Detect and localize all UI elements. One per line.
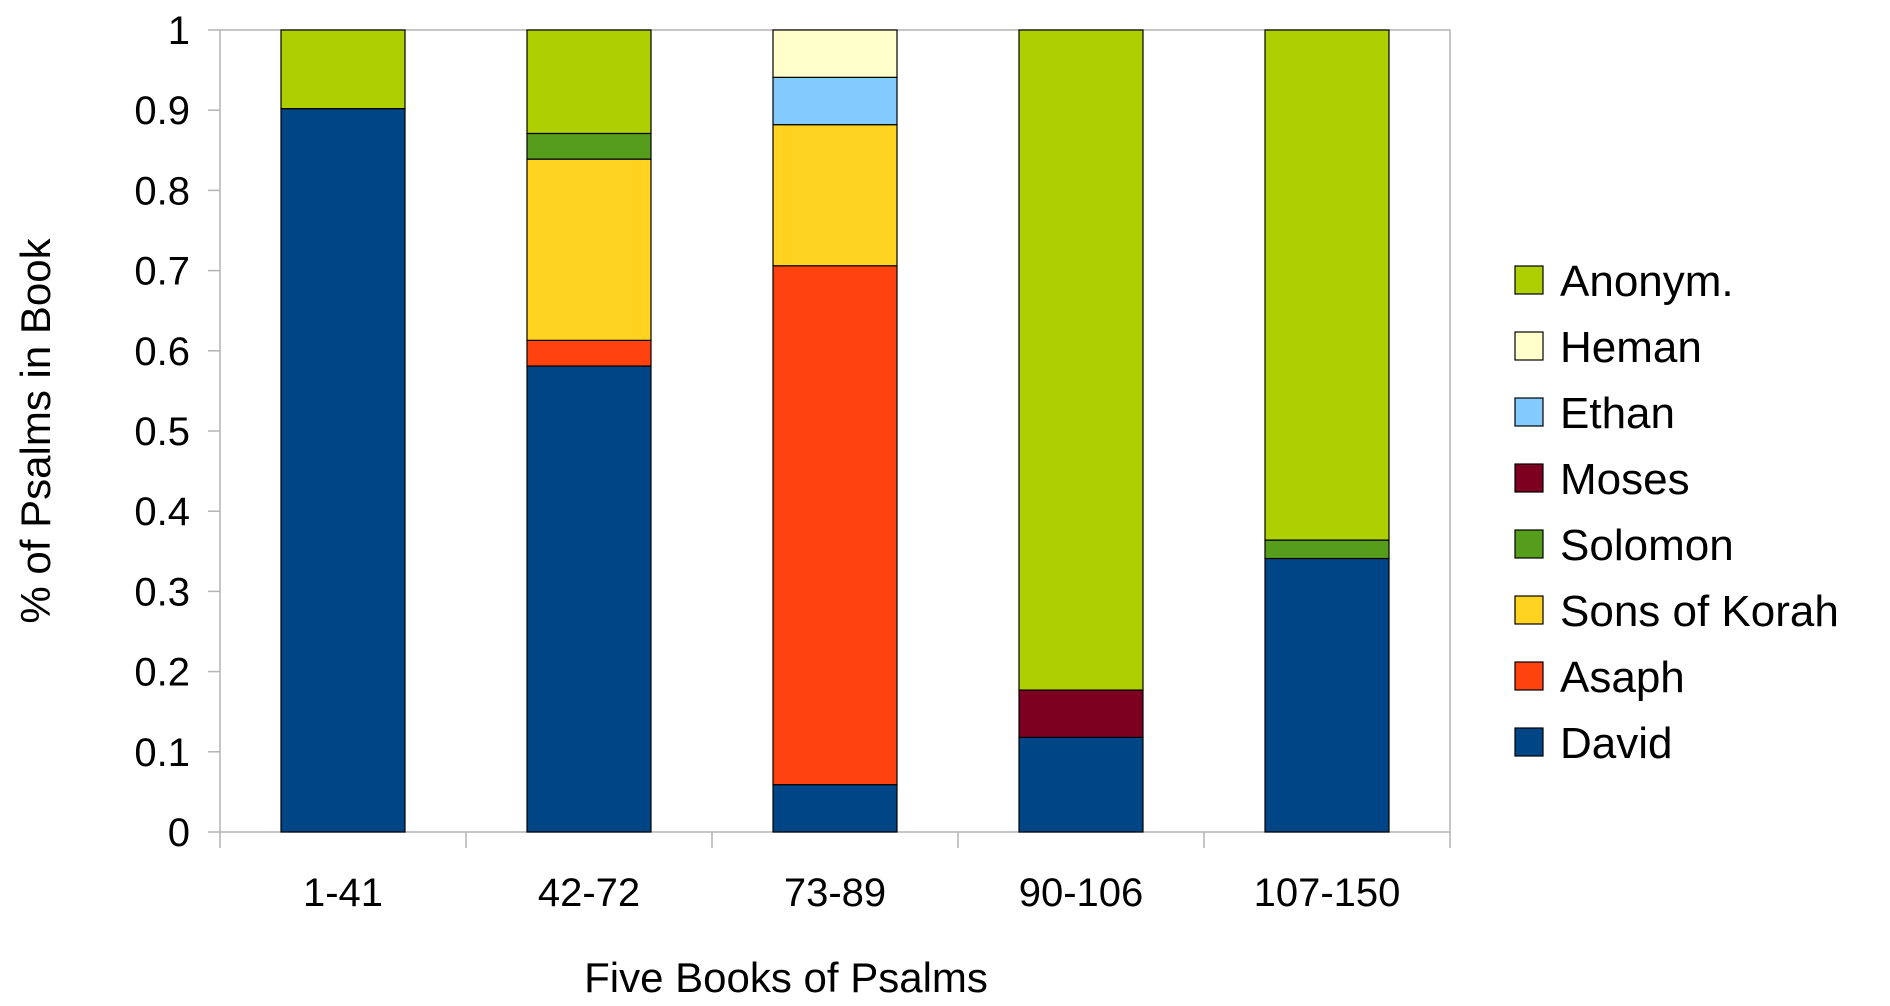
- legend-swatch: [1514, 595, 1544, 625]
- x-tick-label: 73-89: [784, 871, 886, 915]
- legend-label: Asaph: [1560, 653, 1685, 702]
- x-tick-label: 1-41: [303, 871, 383, 915]
- legend-swatch: [1514, 463, 1544, 493]
- bar-david-90-106: [1018, 736, 1144, 833]
- legend-item-moses: Moses: [1514, 455, 1690, 504]
- y-tick-label: 0.6: [134, 330, 190, 374]
- legend-label: Ethan: [1560, 389, 1675, 438]
- bars-layer: [280, 29, 1390, 833]
- legend-swatch: [1514, 331, 1544, 361]
- y-tick-label: 0.4: [134, 490, 190, 534]
- bar-david-42-72: [526, 365, 652, 833]
- legend-item-asaph: Asaph: [1514, 653, 1685, 702]
- y-tick-label: 0.5: [134, 410, 190, 454]
- bar-asaph-42-72: [526, 339, 652, 367]
- legend-label: Heman: [1560, 323, 1702, 372]
- y-tick-label: 1: [168, 9, 190, 53]
- bar-anonym-107-150: [1264, 29, 1390, 541]
- legend-item-david: David: [1514, 719, 1673, 768]
- bar-sons-of-korah-42-72: [526, 158, 652, 341]
- x-tick-label: 42-72: [538, 871, 640, 915]
- y-tick-label: 0: [168, 811, 190, 855]
- bar-asaph-73-89: [772, 265, 898, 786]
- bar-anonym-90-106: [1018, 29, 1144, 691]
- legend-label: Solomon: [1560, 521, 1734, 570]
- y-axis-title: % of Psalms in Book: [12, 237, 59, 623]
- legend-label: Sons of Korah: [1560, 587, 1839, 636]
- y-tick-label: 0.2: [134, 651, 190, 695]
- bar-sons-of-korah-73-89: [772, 124, 898, 267]
- x-axis-title: Five Books of Psalms: [584, 954, 988, 1001]
- y-tick-label: 0.8: [134, 169, 190, 213]
- legend-item-sons-of-korah: Sons of Korah: [1514, 587, 1839, 636]
- x-tick-label: 90-106: [1019, 871, 1144, 915]
- bar-david-73-89: [772, 784, 898, 833]
- legend-swatch: [1514, 727, 1544, 757]
- bar-solomon-107-150: [1264, 539, 1390, 560]
- legend-label: David: [1560, 719, 1673, 768]
- bar-david-1-41: [280, 107, 406, 833]
- y-tick-label: 0.1: [134, 731, 190, 775]
- legend-item-solomon: Solomon: [1514, 521, 1734, 570]
- legend-swatch: [1514, 397, 1544, 427]
- legend-item-ethan: Ethan: [1514, 389, 1675, 438]
- legend-item-heman: Heman: [1514, 323, 1702, 372]
- legend: Anonym. Heman Ethan Moses Solomon Sons of Kor…: [1514, 257, 1839, 768]
- bar-anonym-42-72: [526, 29, 652, 135]
- axis-layer: 0 0.1 0.2 0.3 0.4 0.5 0.6 0.7 0.8 0.9 1 1-41 42-72 73…: [134, 9, 1451, 915]
- bar-moses-90-106: [1018, 689, 1144, 738]
- y-tick-label: 0.3: [134, 570, 190, 614]
- y-tick-label: 0.9: [134, 89, 190, 133]
- legend-swatch: [1514, 265, 1544, 295]
- legend-label: Moses: [1560, 455, 1690, 504]
- y-tick-label: 0.7: [134, 250, 190, 294]
- x-tick-label: 107-150: [1254, 871, 1401, 915]
- bar-david-107-150: [1264, 557, 1390, 833]
- legend-swatch: [1514, 529, 1544, 559]
- legend-swatch: [1514, 661, 1544, 691]
- legend-item-anonym: Anonym.: [1514, 257, 1734, 306]
- bar-anonym-1-41: [280, 29, 406, 110]
- bar-solomon-42-72: [526, 132, 652, 160]
- bar-heman-73-89: [772, 29, 898, 78]
- bar-ethan-73-89: [772, 76, 898, 126]
- legend-label: Anonym.: [1560, 257, 1734, 306]
